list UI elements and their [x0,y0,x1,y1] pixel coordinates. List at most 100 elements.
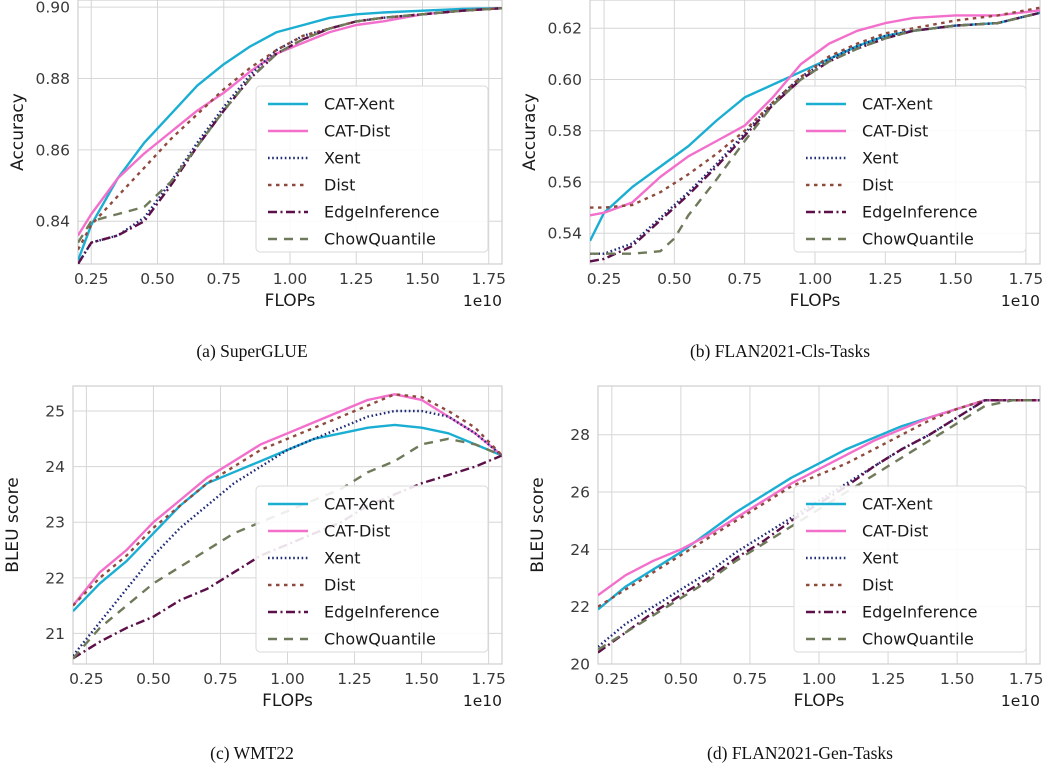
x-axis-label: FLOPs [265,291,316,311]
x-tick-label: 0.25 [595,670,630,688]
y-tick-label: 25 [45,403,65,421]
series-line-cat-xent [78,7,502,261]
x-tick-label: 0.50 [140,270,175,288]
y-tick-label: 0.62 [547,20,582,38]
x-tick-label: 1.75 [1009,670,1044,688]
x-tick-label: 0.25 [587,270,622,288]
legend-label: EdgeInference [862,203,977,222]
x-tick-label: 1.25 [868,270,903,288]
legend-label: CAT-Xent [324,95,395,114]
legend-label: CAT-Dist [324,522,390,541]
panel-caption: (a) SuperGLUE [196,341,307,361]
series-line-dist [73,393,502,607]
series-line-xent [73,409,502,657]
y-tick-label: 22 [570,598,590,616]
legend-label: Dist [862,176,893,195]
x-tick-label: 0.75 [727,270,762,288]
x-tick-label: 0.50 [664,670,699,688]
x-tick-label: 1.25 [871,670,906,688]
chart-panel-4: 0.25 0.50 0.75 1.00 1.25 1.50 1.75 20 22 24 26 28 FL… [528,385,1044,763]
x-tick-label: 1.50 [940,670,975,688]
legend: CAT-Xent CAT-Dist Xent Dist EdgeInference Cho… [793,85,1027,253]
legend-label: Xent [862,549,899,568]
x-offset-label: 1e10 [1001,692,1040,710]
legend: CAT-Xent CAT-Dist Xent Dist EdgeInference Cho… [255,485,489,653]
y-tick-label: 20 [570,656,590,674]
x-tick-label: 1.25 [337,670,372,688]
x-offset-label: 1e10 [463,292,502,310]
x-offset-label: 1e10 [1001,292,1040,310]
legend-label: Xent [324,149,361,168]
chart-panel-1: 0.25 0.50 0.75 1.00 1.25 1.50 1.75 0.84 0.86 0.88… [8,0,506,361]
plot-frame [77,0,503,265]
y-tick-label: 26 [570,484,590,502]
x-tick-label: 1.00 [798,270,833,288]
legend-label: CAT-Xent [862,95,933,114]
y-axis-label: BLEU score [528,477,548,572]
legend-label: ChowQuantile [324,230,436,249]
legend-box [255,485,489,653]
x-tick-label: 1.50 [404,670,439,688]
panel-caption: (d) FLAN2021-Gen-Tasks [707,743,893,763]
legend-label: ChowQuantile [324,630,436,649]
legend-label: CAT-Dist [324,122,390,141]
chart-panel-2: 0.25 0.50 0.75 1.00 1.25 1.50 1.75 0.54 0.56 0.58… [520,0,1043,361]
legend-label: ChowQuantile [862,230,974,249]
x-axis-label: FLOPs [790,291,841,311]
x-tick-label: 0.50 [136,670,171,688]
y-tick-label: 0.88 [35,70,70,88]
x-tick-label: 0.50 [657,270,692,288]
y-tick-label: 0.60 [547,71,582,89]
x-tick-label: 1.00 [802,670,837,688]
legend: CAT-Xent CAT-Dist Xent Dist EdgeInference Cho… [255,85,489,253]
legend-label: CAT-Xent [324,495,395,514]
series-line-cat-dist [598,399,1040,597]
plot-frame [72,385,503,665]
panel-caption: (c) WMT22 [210,743,294,763]
plot-frame [597,385,1041,665]
y-tick-label: 24 [570,541,590,559]
series-line-dist [598,399,1040,608]
panel-caption: (b) FLAN2021-Cls-Tasks [690,341,870,361]
y-tick-label: 0.86 [35,141,70,159]
x-tick-label: 0.25 [69,670,104,688]
y-tick-label: 21 [45,625,65,643]
y-tick-label: 24 [45,458,65,476]
x-tick-label: 0.75 [206,270,241,288]
legend-label: Dist [324,576,355,595]
legend-box [793,485,1027,653]
legend-label: Xent [324,549,361,568]
series-line-chowquantile [78,7,502,244]
y-tick-label: 28 [570,426,590,444]
series-line-cat-xent [73,423,502,613]
legend-label: Dist [324,176,355,195]
x-tick-label: 1.00 [270,670,305,688]
x-offset-label: 1e10 [463,692,502,710]
series-group [78,7,502,264]
legend-box [793,85,1027,253]
legend-label: CAT-Dist [862,522,928,541]
legend-label: EdgeInference [862,603,977,622]
y-tick-label: 0.84 [35,213,70,231]
y-tick-label: 0.56 [547,173,582,191]
chart-panel-3: 0.25 0.50 0.75 1.00 1.25 1.50 1.75 21 22 23 24 25 FL… [3,385,506,763]
x-tick-label: 1.75 [471,270,506,288]
legend-label: EdgeInference [324,203,439,222]
y-tick-label: 0.90 [35,0,70,17]
x-tick-label: 0.75 [203,670,238,688]
series-group [590,6,1040,263]
y-tick-label: 22 [45,569,65,587]
legend-label: Dist [862,576,893,595]
legend-label: ChowQuantile [862,630,974,649]
series-line-cat-dist [78,7,502,237]
series-line-edgeinference [78,7,502,264]
legend-label: CAT-Xent [862,495,933,514]
x-tick-label: 1.00 [273,270,308,288]
x-tick-label: 1.75 [471,670,506,688]
y-axis-label: Accuracy [8,93,28,171]
x-tick-label: 0.25 [74,270,109,288]
x-tick-label: 1.50 [938,270,973,288]
series-line-cat-dist [590,9,1040,217]
x-tick-label: 0.75 [733,670,768,688]
